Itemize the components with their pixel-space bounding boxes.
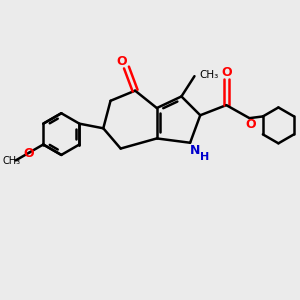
Text: N: N bbox=[190, 144, 200, 158]
Text: H: H bbox=[200, 152, 209, 162]
Text: O: O bbox=[246, 118, 256, 131]
Text: O: O bbox=[23, 147, 34, 160]
Text: O: O bbox=[117, 55, 128, 68]
Text: CH₃: CH₃ bbox=[3, 156, 21, 166]
Text: O: O bbox=[221, 66, 232, 79]
Text: CH₃: CH₃ bbox=[200, 70, 219, 80]
